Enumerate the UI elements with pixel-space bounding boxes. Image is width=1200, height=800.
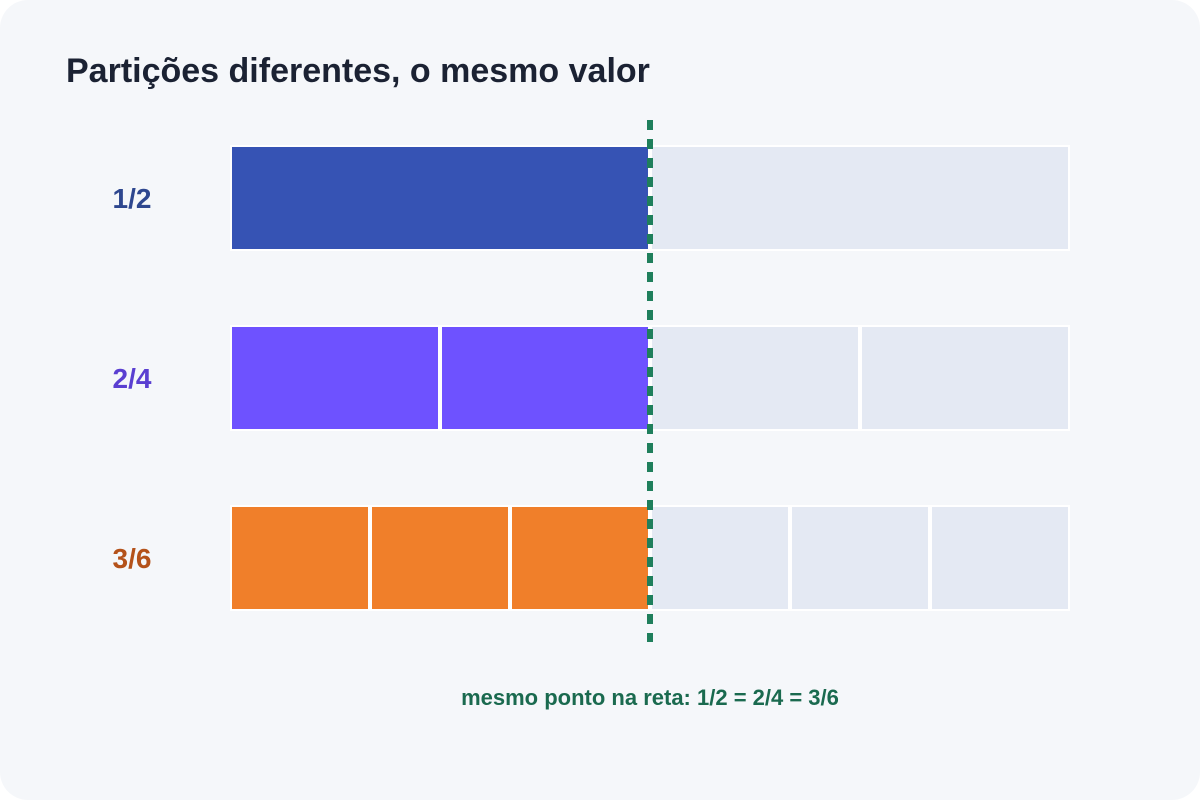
fraction-labels: 1/2 2/4 3/6 [113,183,152,574]
fraction-label: 1/2 [113,183,152,214]
empty-segment [652,327,858,429]
filled-segment [232,327,438,429]
fraction-label: 2/4 [113,363,152,394]
filled-segment [232,507,368,609]
filled-segment [232,147,648,249]
empty-segment [862,327,1068,429]
empty-segment [652,147,1068,249]
filled-segment [442,327,648,429]
filled-segment [512,507,648,609]
empty-segment [652,507,788,609]
filled-segment [372,507,508,609]
page-title: Partições diferentes, o mesmo valor [66,52,650,90]
equivalence-caption: mesmo ponto na reta: 1/2 = 2/4 = 3/6 [461,685,839,710]
empty-segment [932,507,1068,609]
fraction-label: 3/6 [113,543,152,574]
empty-segment [792,507,928,609]
